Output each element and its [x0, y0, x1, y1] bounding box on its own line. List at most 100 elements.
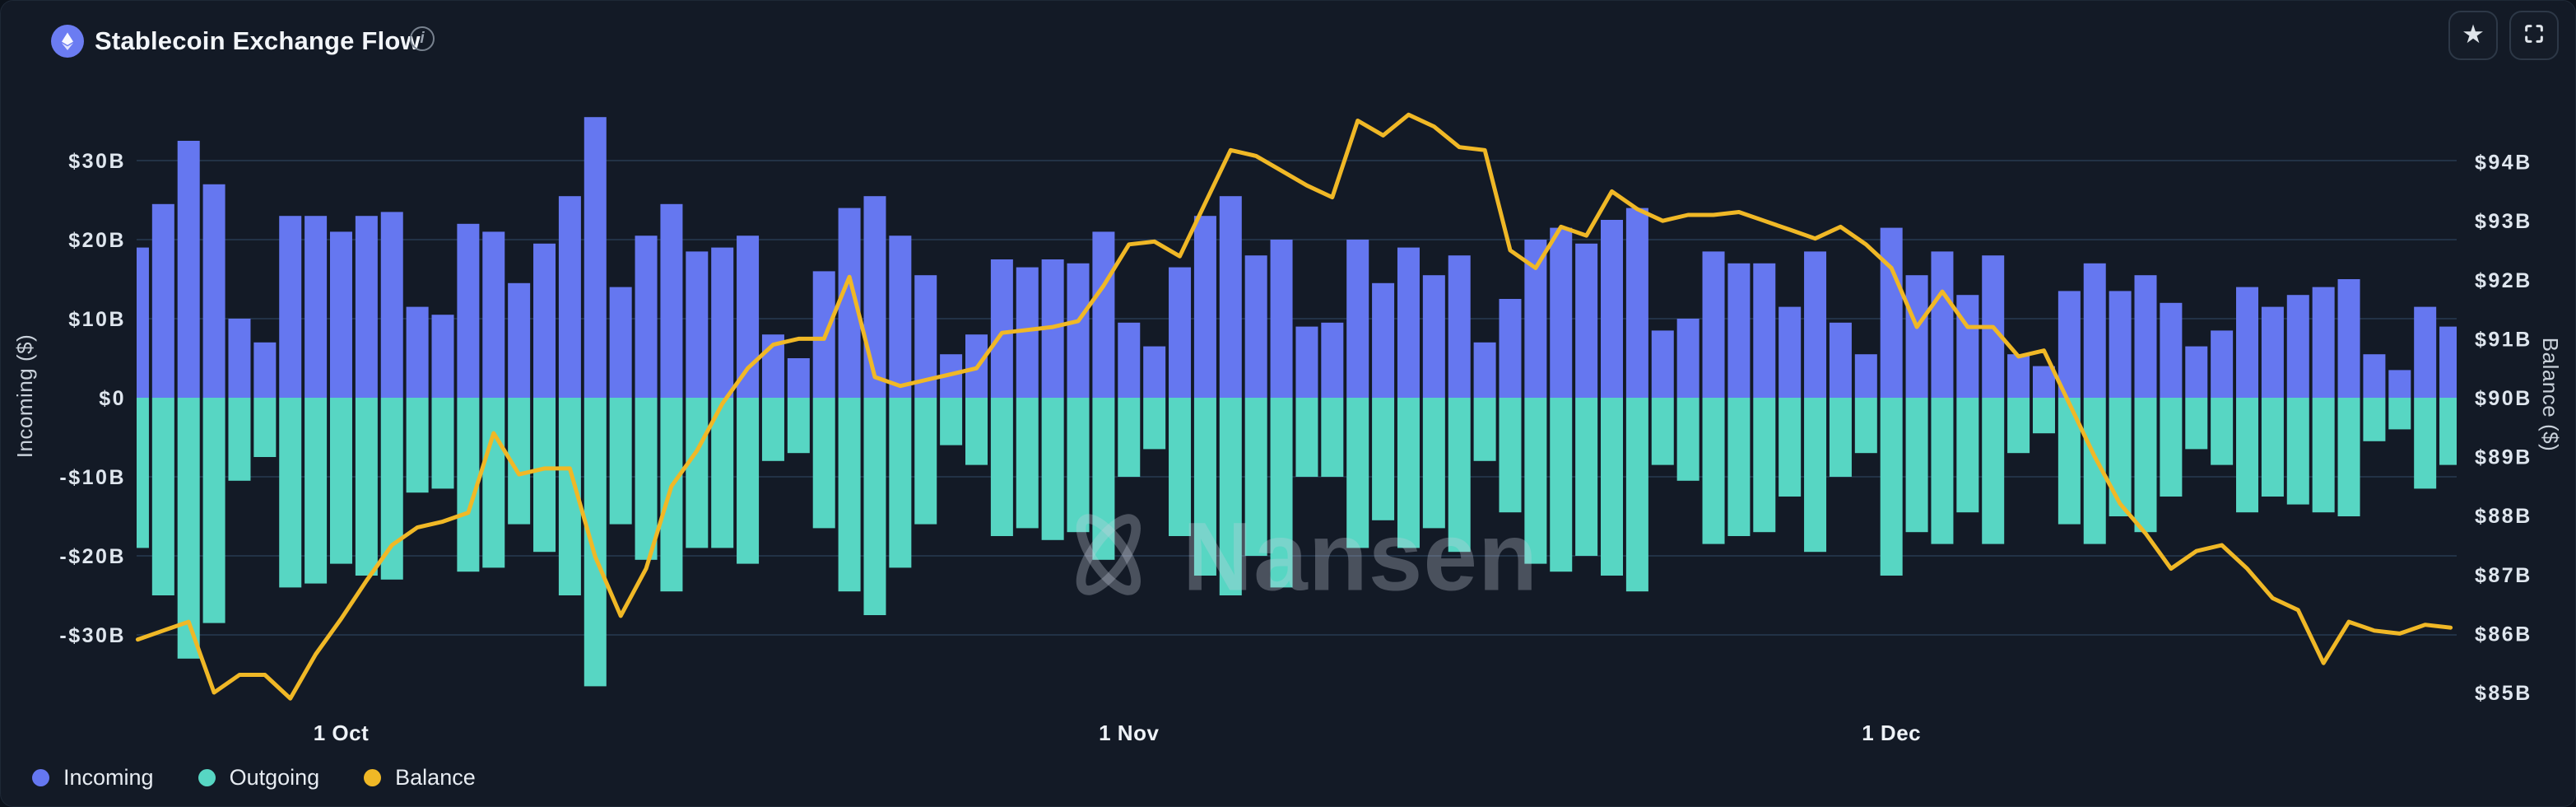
outgoing-bar[interactable]: [889, 398, 912, 568]
incoming-bar[interactable]: [202, 184, 226, 399]
outgoing-bar[interactable]: [406, 398, 429, 493]
incoming-bar[interactable]: [1422, 275, 1445, 398]
incoming-bar[interactable]: [1092, 231, 1115, 398]
incoming-bar[interactable]: [1067, 263, 1090, 398]
outgoing-bar[interactable]: [1524, 398, 1547, 564]
incoming-bar[interactable]: [1702, 251, 1725, 398]
incoming-bar[interactable]: [2414, 306, 2437, 398]
incoming-bar[interactable]: [1829, 322, 1852, 398]
incoming-bar[interactable]: [2109, 291, 2132, 398]
outgoing-bar[interactable]: [1982, 398, 2005, 544]
incoming-bar[interactable]: [1118, 322, 1141, 398]
incoming-bar[interactable]: [2032, 366, 2055, 398]
incoming-bar[interactable]: [1295, 326, 1318, 398]
outgoing-bar[interactable]: [1169, 398, 1192, 536]
outgoing-bar[interactable]: [305, 398, 328, 584]
incoming-bar[interactable]: [2134, 275, 2157, 398]
incoming-bar[interactable]: [711, 247, 734, 398]
outgoing-bar[interactable]: [1651, 398, 1674, 465]
outgoing-bar[interactable]: [1321, 398, 1344, 477]
outgoing-bar[interactable]: [1601, 398, 1624, 576]
incoming-bar[interactable]: [1473, 342, 1496, 398]
legend-item-balance[interactable]: Balance: [364, 765, 476, 791]
legend-item-outgoing[interactable]: Outgoing: [198, 765, 319, 791]
outgoing-bar[interactable]: [1473, 398, 1496, 461]
outgoing-bar[interactable]: [2007, 398, 2030, 454]
balance-line[interactable]: [135, 112, 2453, 701]
incoming-bar[interactable]: [2337, 279, 2360, 398]
outgoing-bar[interactable]: [202, 398, 226, 623]
incoming-bar[interactable]: [2236, 287, 2259, 398]
incoming-bar[interactable]: [1651, 330, 1674, 398]
outgoing-bar[interactable]: [914, 398, 937, 525]
outgoing-bar[interactable]: [1041, 398, 1064, 540]
incoming-bar[interactable]: [329, 231, 352, 398]
incoming-bar[interactable]: [635, 236, 658, 398]
outgoing-bar[interactable]: [2160, 398, 2183, 497]
outgoing-bar[interactable]: [761, 398, 784, 461]
outgoing-bar[interactable]: [990, 398, 1013, 536]
outgoing-bar[interactable]: [1956, 398, 1979, 513]
incoming-bar[interactable]: [279, 216, 302, 398]
outgoing-bar[interactable]: [482, 398, 505, 568]
incoming-bar[interactable]: [1601, 220, 1624, 398]
incoming-bar[interactable]: [1931, 251, 1954, 398]
outgoing-bar[interactable]: [1016, 398, 1039, 529]
outgoing-bar[interactable]: [609, 398, 632, 525]
incoming-bar[interactable]: [355, 216, 378, 398]
incoming-bar[interactable]: [2388, 370, 2411, 398]
incoming-bar[interactable]: [1169, 267, 1192, 398]
outgoing-bar[interactable]: [127, 398, 149, 548]
outgoing-bar[interactable]: [253, 398, 277, 457]
outgoing-bar[interactable]: [1270, 398, 1293, 588]
incoming-bar[interactable]: [1779, 306, 1802, 398]
incoming-bar[interactable]: [1625, 208, 1648, 398]
incoming-bar[interactable]: [1575, 243, 1598, 398]
incoming-bar[interactable]: [863, 196, 886, 398]
outgoing-bar[interactable]: [279, 398, 302, 588]
incoming-bar[interactable]: [2185, 346, 2208, 398]
outgoing-bar[interactable]: [2032, 398, 2055, 434]
outgoing-bar[interactable]: [533, 398, 556, 553]
incoming-bar[interactable]: [2083, 263, 2106, 398]
incoming-bar[interactable]: [2286, 295, 2309, 398]
incoming-bar[interactable]: [1550, 227, 1573, 398]
outgoing-bar[interactable]: [1397, 398, 1420, 548]
outgoing-bar[interactable]: [2312, 398, 2335, 513]
outgoing-bar[interactable]: [965, 398, 988, 465]
incoming-bar[interactable]: [533, 243, 556, 398]
outgoing-bar[interactable]: [1727, 398, 1751, 536]
outgoing-bar[interactable]: [686, 398, 709, 548]
incoming-bar[interactable]: [1321, 322, 1344, 398]
incoming-bar[interactable]: [1244, 255, 1267, 398]
incoming-bar[interactable]: [660, 203, 683, 398]
incoming-bar[interactable]: [737, 236, 760, 398]
incoming-bar[interactable]: [1880, 227, 1903, 398]
incoming-bar[interactable]: [2363, 354, 2386, 398]
outgoing-bar[interactable]: [431, 398, 454, 489]
incoming-bar[interactable]: [228, 319, 251, 398]
outgoing-bar[interactable]: [1854, 398, 1877, 454]
incoming-bar[interactable]: [151, 203, 174, 398]
incoming-bar[interactable]: [1397, 247, 1420, 398]
outgoing-bar[interactable]: [1499, 398, 1522, 513]
incoming-bar[interactable]: [253, 342, 277, 398]
incoming-bar[interactable]: [1499, 299, 1522, 398]
incoming-bar[interactable]: [990, 259, 1013, 398]
incoming-bar[interactable]: [1804, 251, 1827, 398]
outgoing-bar[interactable]: [2286, 398, 2309, 505]
incoming-bar[interactable]: [2261, 306, 2284, 398]
outgoing-bar[interactable]: [635, 398, 658, 560]
outgoing-bar[interactable]: [1448, 398, 1471, 553]
incoming-bar[interactable]: [686, 251, 709, 398]
incoming-bar[interactable]: [1854, 354, 1877, 398]
outgoing-bar[interactable]: [1702, 398, 1725, 544]
incoming-bar[interactable]: [482, 231, 505, 398]
incoming-bar[interactable]: [1270, 240, 1293, 398]
outgoing-bar[interactable]: [2337, 398, 2360, 516]
outgoing-bar[interactable]: [1779, 398, 1802, 497]
outgoing-bar[interactable]: [380, 398, 403, 580]
incoming-bar[interactable]: [1372, 282, 1395, 398]
incoming-bar[interactable]: [380, 212, 403, 398]
